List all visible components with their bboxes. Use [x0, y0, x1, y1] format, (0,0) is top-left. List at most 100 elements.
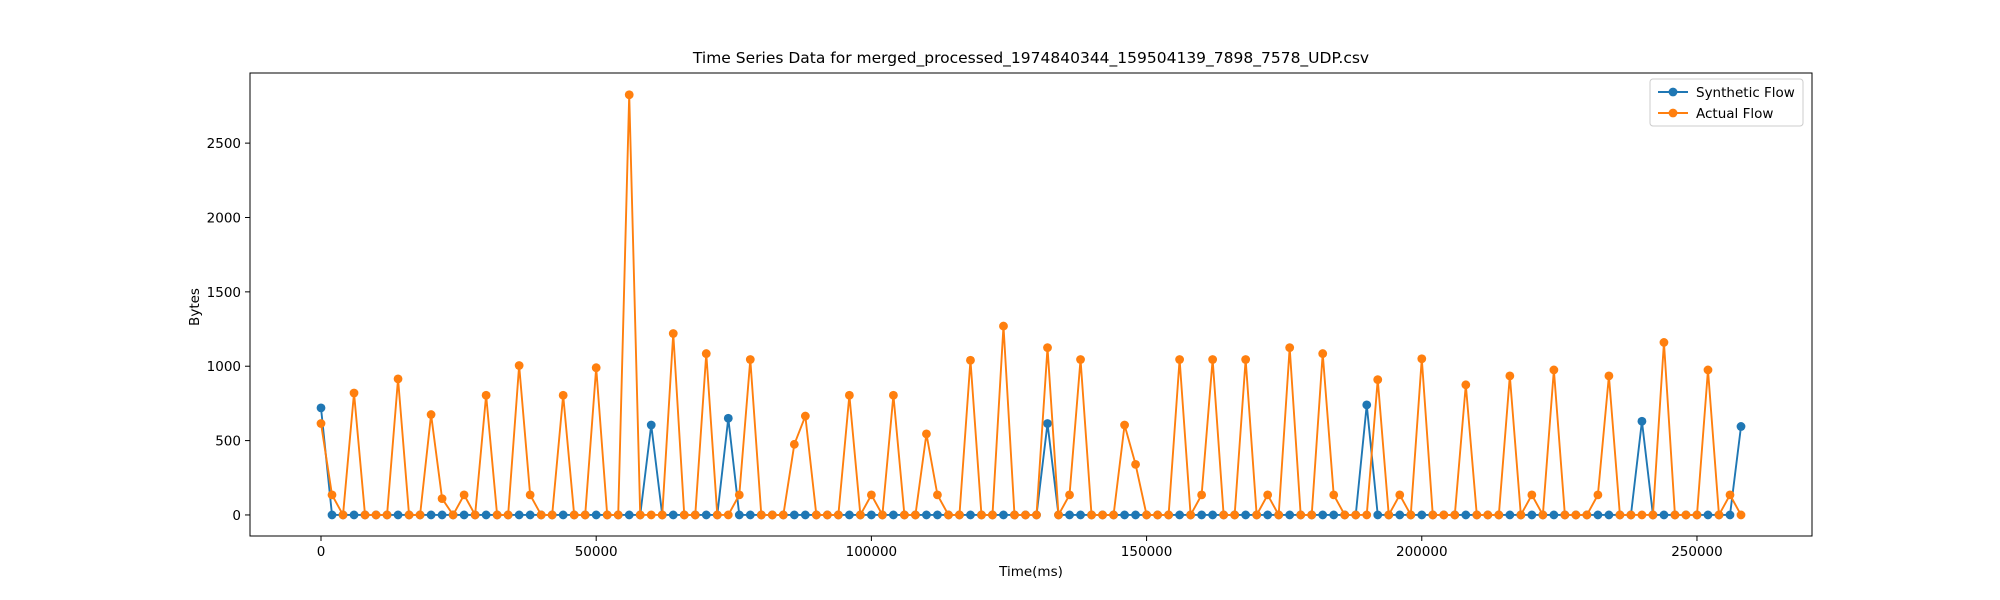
data-point — [525, 510, 535, 520]
x-tick-label: 150000 — [1121, 544, 1173, 560]
data-point — [1549, 510, 1559, 520]
data-point — [712, 510, 722, 520]
data-point — [1362, 400, 1372, 410]
data-point — [789, 439, 799, 449]
data-point — [933, 510, 942, 520]
data-point — [988, 510, 997, 520]
data-point — [1318, 510, 1328, 520]
data-point — [1285, 343, 1295, 353]
data-point — [1120, 510, 1129, 520]
data-point — [1406, 510, 1416, 520]
data-point — [844, 390, 854, 400]
legend-marker — [1668, 108, 1678, 118]
data-point — [1494, 510, 1504, 520]
data-point — [1098, 510, 1107, 520]
data-point — [800, 510, 810, 520]
data-point — [1373, 510, 1383, 520]
data-point — [1208, 355, 1218, 364]
data-point — [1373, 375, 1383, 385]
data-point — [503, 510, 513, 520]
data-point — [459, 510, 469, 520]
data-point — [1241, 355, 1251, 364]
legend-item: Synthetic Flow — [1658, 85, 1795, 101]
data-point — [1010, 510, 1019, 520]
data-point — [1461, 380, 1471, 390]
data-point — [1175, 355, 1184, 364]
data-point — [1472, 510, 1482, 520]
data-point — [1659, 510, 1669, 520]
data-point — [878, 510, 887, 520]
legend-marker — [1668, 87, 1678, 97]
data-point — [789, 510, 799, 520]
data-point — [1428, 510, 1438, 520]
data-point — [558, 510, 568, 520]
data-point — [1417, 510, 1427, 520]
data-point — [1043, 343, 1052, 353]
data-point — [1142, 510, 1151, 520]
data-point — [1725, 510, 1735, 520]
data-point — [1571, 510, 1581, 520]
data-point — [723, 413, 733, 423]
data-point — [1153, 510, 1162, 520]
legend-box — [1649, 78, 1804, 127]
data-point — [1131, 510, 1140, 520]
data-point — [833, 510, 843, 520]
data-point — [966, 510, 975, 520]
data-point — [1263, 490, 1273, 500]
data-point — [1736, 422, 1746, 431]
y-tick-label: 500 — [215, 434, 241, 450]
data-point — [371, 510, 381, 520]
data-point — [1692, 510, 1702, 520]
data-point — [734, 510, 744, 520]
data-point — [734, 490, 744, 500]
data-point — [327, 490, 337, 500]
series-1 — [316, 400, 1746, 520]
y-tick-label: 1000 — [207, 359, 241, 375]
data-point — [437, 510, 447, 520]
data-point — [1670, 510, 1680, 520]
data-point — [1318, 349, 1328, 358]
x-tick-label: 100000 — [846, 544, 898, 560]
data-point — [866, 490, 876, 500]
data-point — [591, 510, 601, 520]
data-point — [1461, 510, 1471, 520]
data-point — [613, 510, 623, 520]
legend-label: Actual Flow — [1696, 106, 1773, 122]
data-point — [481, 390, 491, 400]
x-axis: 0 50000 100000 150000 200000 250000 — [317, 536, 1723, 560]
data-point — [745, 355, 755, 364]
data-point — [1483, 510, 1493, 520]
data-point — [844, 510, 854, 520]
data-point — [1340, 510, 1350, 520]
data-point — [1120, 420, 1129, 430]
data-point — [1043, 419, 1052, 428]
data-point — [316, 403, 326, 413]
data-point — [1417, 354, 1427, 364]
x-axis-label: Time(ms) — [998, 564, 1063, 580]
data-point — [1516, 510, 1526, 520]
data-point — [1725, 490, 1735, 500]
data-point — [1263, 510, 1273, 520]
y-axis-label: Bytes — [187, 288, 203, 326]
data-point — [1703, 365, 1713, 375]
data-point — [514, 510, 524, 520]
plot-area — [249, 72, 1813, 537]
data-point — [701, 349, 711, 358]
data-point — [1604, 371, 1614, 381]
data-point — [955, 510, 964, 520]
data-point — [1538, 510, 1548, 520]
data-point — [723, 510, 733, 520]
data-point — [657, 510, 667, 520]
data-point — [580, 510, 590, 520]
data-point — [679, 510, 689, 520]
data-point — [855, 510, 865, 520]
data-point — [999, 510, 1008, 520]
data-point — [778, 510, 788, 520]
data-point — [646, 420, 656, 430]
data-point — [624, 90, 634, 100]
data-point — [1549, 365, 1559, 375]
data-point — [327, 510, 337, 520]
data-point — [1274, 510, 1284, 520]
plot-frame — [249, 72, 1813, 537]
